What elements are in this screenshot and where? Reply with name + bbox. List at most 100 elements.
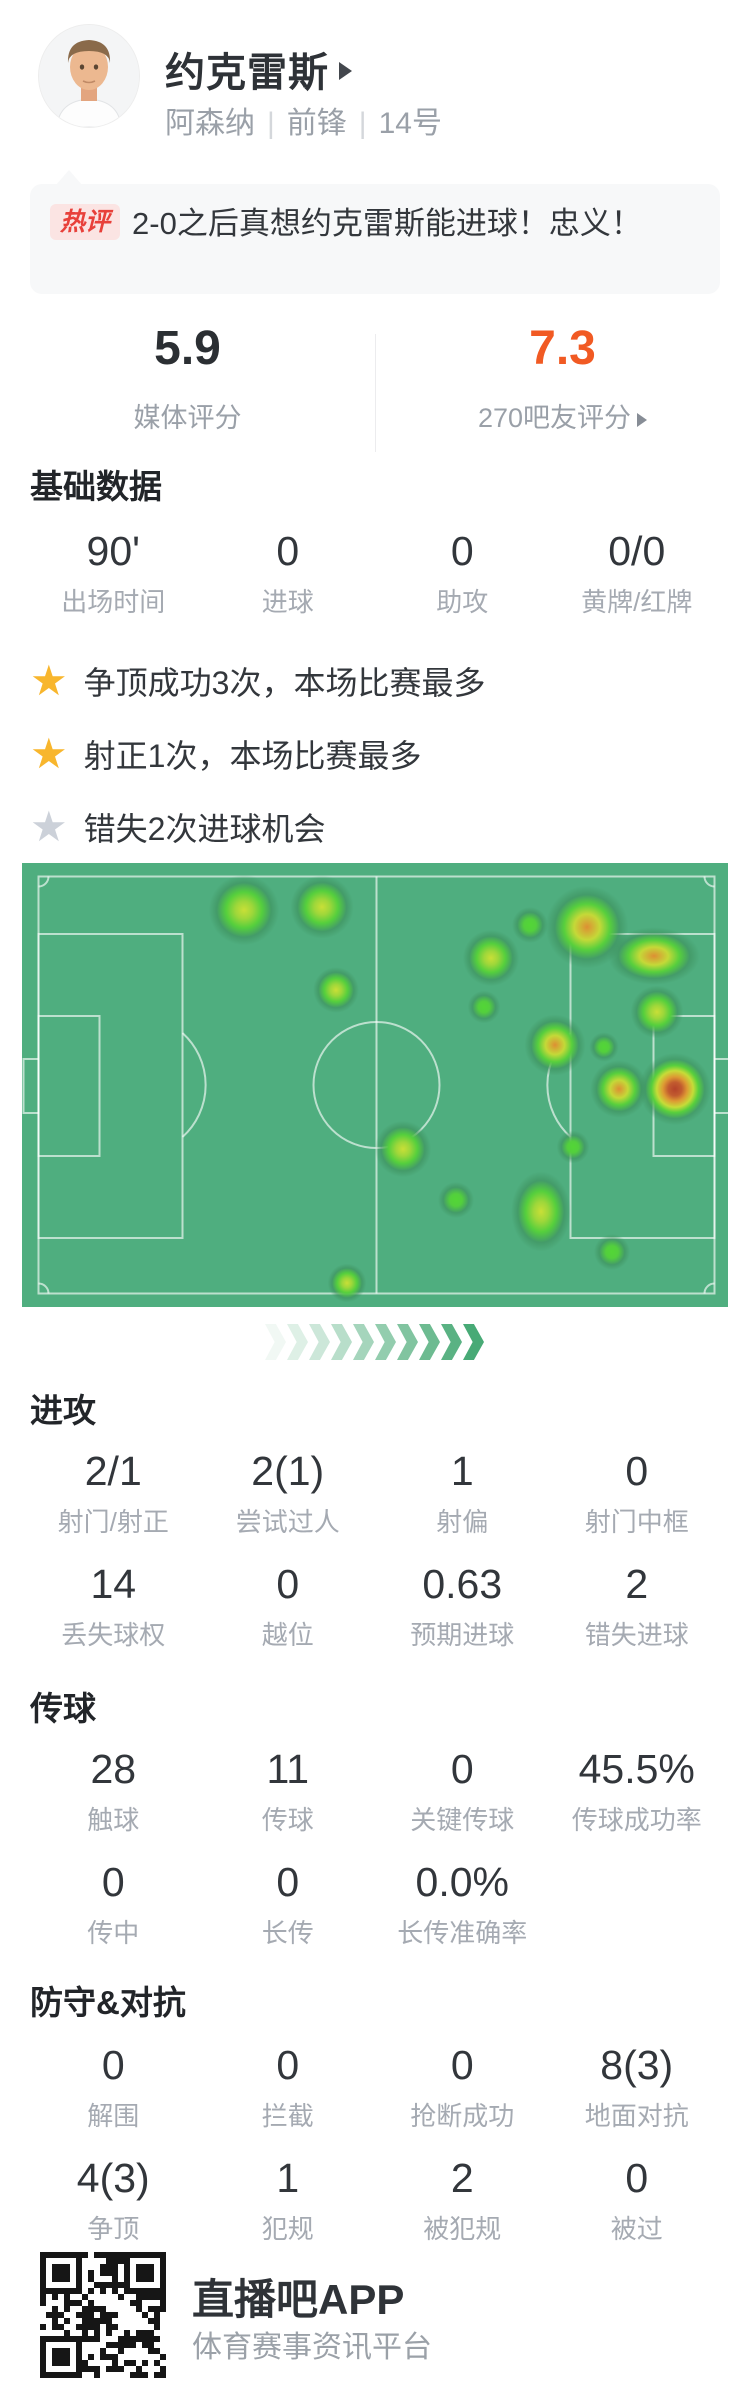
qr-module <box>70 2366 76 2372</box>
qr-module <box>58 2276 64 2282</box>
qr-module <box>118 2276 124 2282</box>
stat-value: 0/0 <box>608 528 666 574</box>
qr-module <box>88 2252 94 2258</box>
qr-module <box>106 2360 112 2366</box>
qr-module <box>76 2294 82 2300</box>
qr-module <box>82 2282 88 2288</box>
stat-value: 1 <box>450 1448 474 1494</box>
qr-module <box>100 2252 106 2258</box>
qr-module <box>46 2300 52 2306</box>
stat-label: 预期进球 <box>410 1620 515 1650</box>
qr-module <box>154 2300 160 2306</box>
stat-label: 抢断成功 <box>410 2101 515 2131</box>
hot-comment-bubble[interactable]: 热评 2-0之后真想约克雷斯能进球！忠义！ <box>30 170 720 294</box>
qr-module <box>112 2336 118 2342</box>
qr-module <box>136 2348 142 2354</box>
qr-module <box>130 2366 136 2372</box>
qr-module <box>64 2270 70 2276</box>
qr-module <box>112 2300 118 2306</box>
qr-module <box>46 2264 52 2270</box>
qr-module <box>136 2294 142 2300</box>
qr-module <box>154 2294 160 2300</box>
qr-module <box>136 2270 142 2276</box>
qr-module <box>160 2342 166 2348</box>
qr-module <box>94 2336 100 2342</box>
player-avatar[interactable] <box>38 24 140 128</box>
qr-module <box>142 2282 148 2288</box>
qr-module <box>76 2348 82 2354</box>
qr-module <box>100 2270 106 2276</box>
qr-module <box>82 2318 88 2324</box>
stat-label: 拦截 <box>261 2101 314 2131</box>
qr-module <box>100 2294 106 2300</box>
qr-module <box>106 2264 112 2270</box>
stat-label: 犯规 <box>261 2214 314 2244</box>
qr-module <box>142 2312 148 2318</box>
qr-module <box>154 2282 160 2288</box>
passing-stats-grid: 28 触球 11 传球 0 关键传球 45.5% 传球成功率 0 传中 0 长传 0.0% 长传准确率 <box>0 1744 750 1950</box>
heat-blob <box>464 987 505 1028</box>
qr-module <box>130 2336 136 2342</box>
qr-module <box>142 2276 148 2282</box>
qr-module <box>64 2372 70 2378</box>
qr-module <box>58 2342 64 2348</box>
qr-module <box>130 2306 136 2312</box>
qr-module <box>46 2276 52 2282</box>
qr-module <box>40 2360 46 2366</box>
stat-cell: 1 射偏 <box>375 1446 550 1539</box>
qr-module <box>46 2258 52 2264</box>
qr-module <box>124 2312 130 2318</box>
qr-module <box>148 2258 154 2264</box>
qr-module <box>76 2270 82 2276</box>
stat-label: 被过 <box>610 2214 663 2244</box>
qr-module <box>58 2300 64 2306</box>
position-heatmap <box>22 863 728 1307</box>
highlight-text: 争顶成功3次，本场比赛最多 <box>83 664 486 701</box>
qr-module <box>154 2360 160 2366</box>
qr-module <box>154 2354 160 2360</box>
qr-module <box>154 2342 160 2348</box>
stat-value: 2(1) <box>251 1448 325 1494</box>
chevron-icon <box>419 1324 440 1360</box>
qr-module <box>100 2276 106 2282</box>
player-name-row[interactable]: 约克雷斯 <box>165 40 352 98</box>
ratings-divider <box>375 334 376 452</box>
qr-module <box>40 2330 46 2336</box>
highlight-item: ★ 射正1次，本场比赛最多 <box>30 717 720 790</box>
qr-module <box>130 2294 136 2300</box>
qr-module <box>70 2360 76 2366</box>
qr-module <box>52 2288 58 2294</box>
qr-module <box>88 2348 94 2354</box>
qr-module <box>160 2276 166 2282</box>
chevron-icon <box>331 1324 352 1360</box>
momentum-chevrons-icon <box>0 1324 750 1360</box>
stat-cell: 90' 出场时间 <box>26 526 201 619</box>
chevron-icon <box>353 1324 374 1360</box>
qr-module <box>106 2258 112 2264</box>
qr-module <box>88 2354 94 2360</box>
stat-value: 0 <box>276 1561 300 1607</box>
stat-cell: 45.5% 传球成功率 <box>550 1744 725 1837</box>
qr-module <box>82 2264 88 2270</box>
qr-module <box>148 2360 154 2366</box>
stat-cell: 2/1 射门/射正 <box>26 1446 201 1539</box>
qr-module <box>40 2258 46 2264</box>
qr-module <box>70 2282 76 2288</box>
stat-cell: 4(3) 争顶 <box>26 2153 201 2246</box>
qr-module <box>94 2330 100 2336</box>
qr-module <box>88 2330 94 2336</box>
stat-label: 越位 <box>261 1620 314 1650</box>
qr-module <box>148 2294 154 2300</box>
qr-module <box>118 2360 124 2366</box>
qr-module <box>160 2264 166 2270</box>
stat-value: 0 <box>101 1859 125 1905</box>
chevron-icon <box>375 1324 396 1360</box>
qr-module <box>142 2306 148 2312</box>
qr-module <box>100 2342 106 2348</box>
qr-module <box>100 2372 106 2378</box>
highlight-text: 射正1次，本场比赛最多 <box>83 737 422 774</box>
stat-cell: 14 丢失球权 <box>26 1559 201 1652</box>
qr-module <box>46 2360 52 2366</box>
stat-label: 地面对抗 <box>584 2101 689 2131</box>
fans-rating[interactable]: 7.3 270吧友评分 <box>375 320 750 435</box>
